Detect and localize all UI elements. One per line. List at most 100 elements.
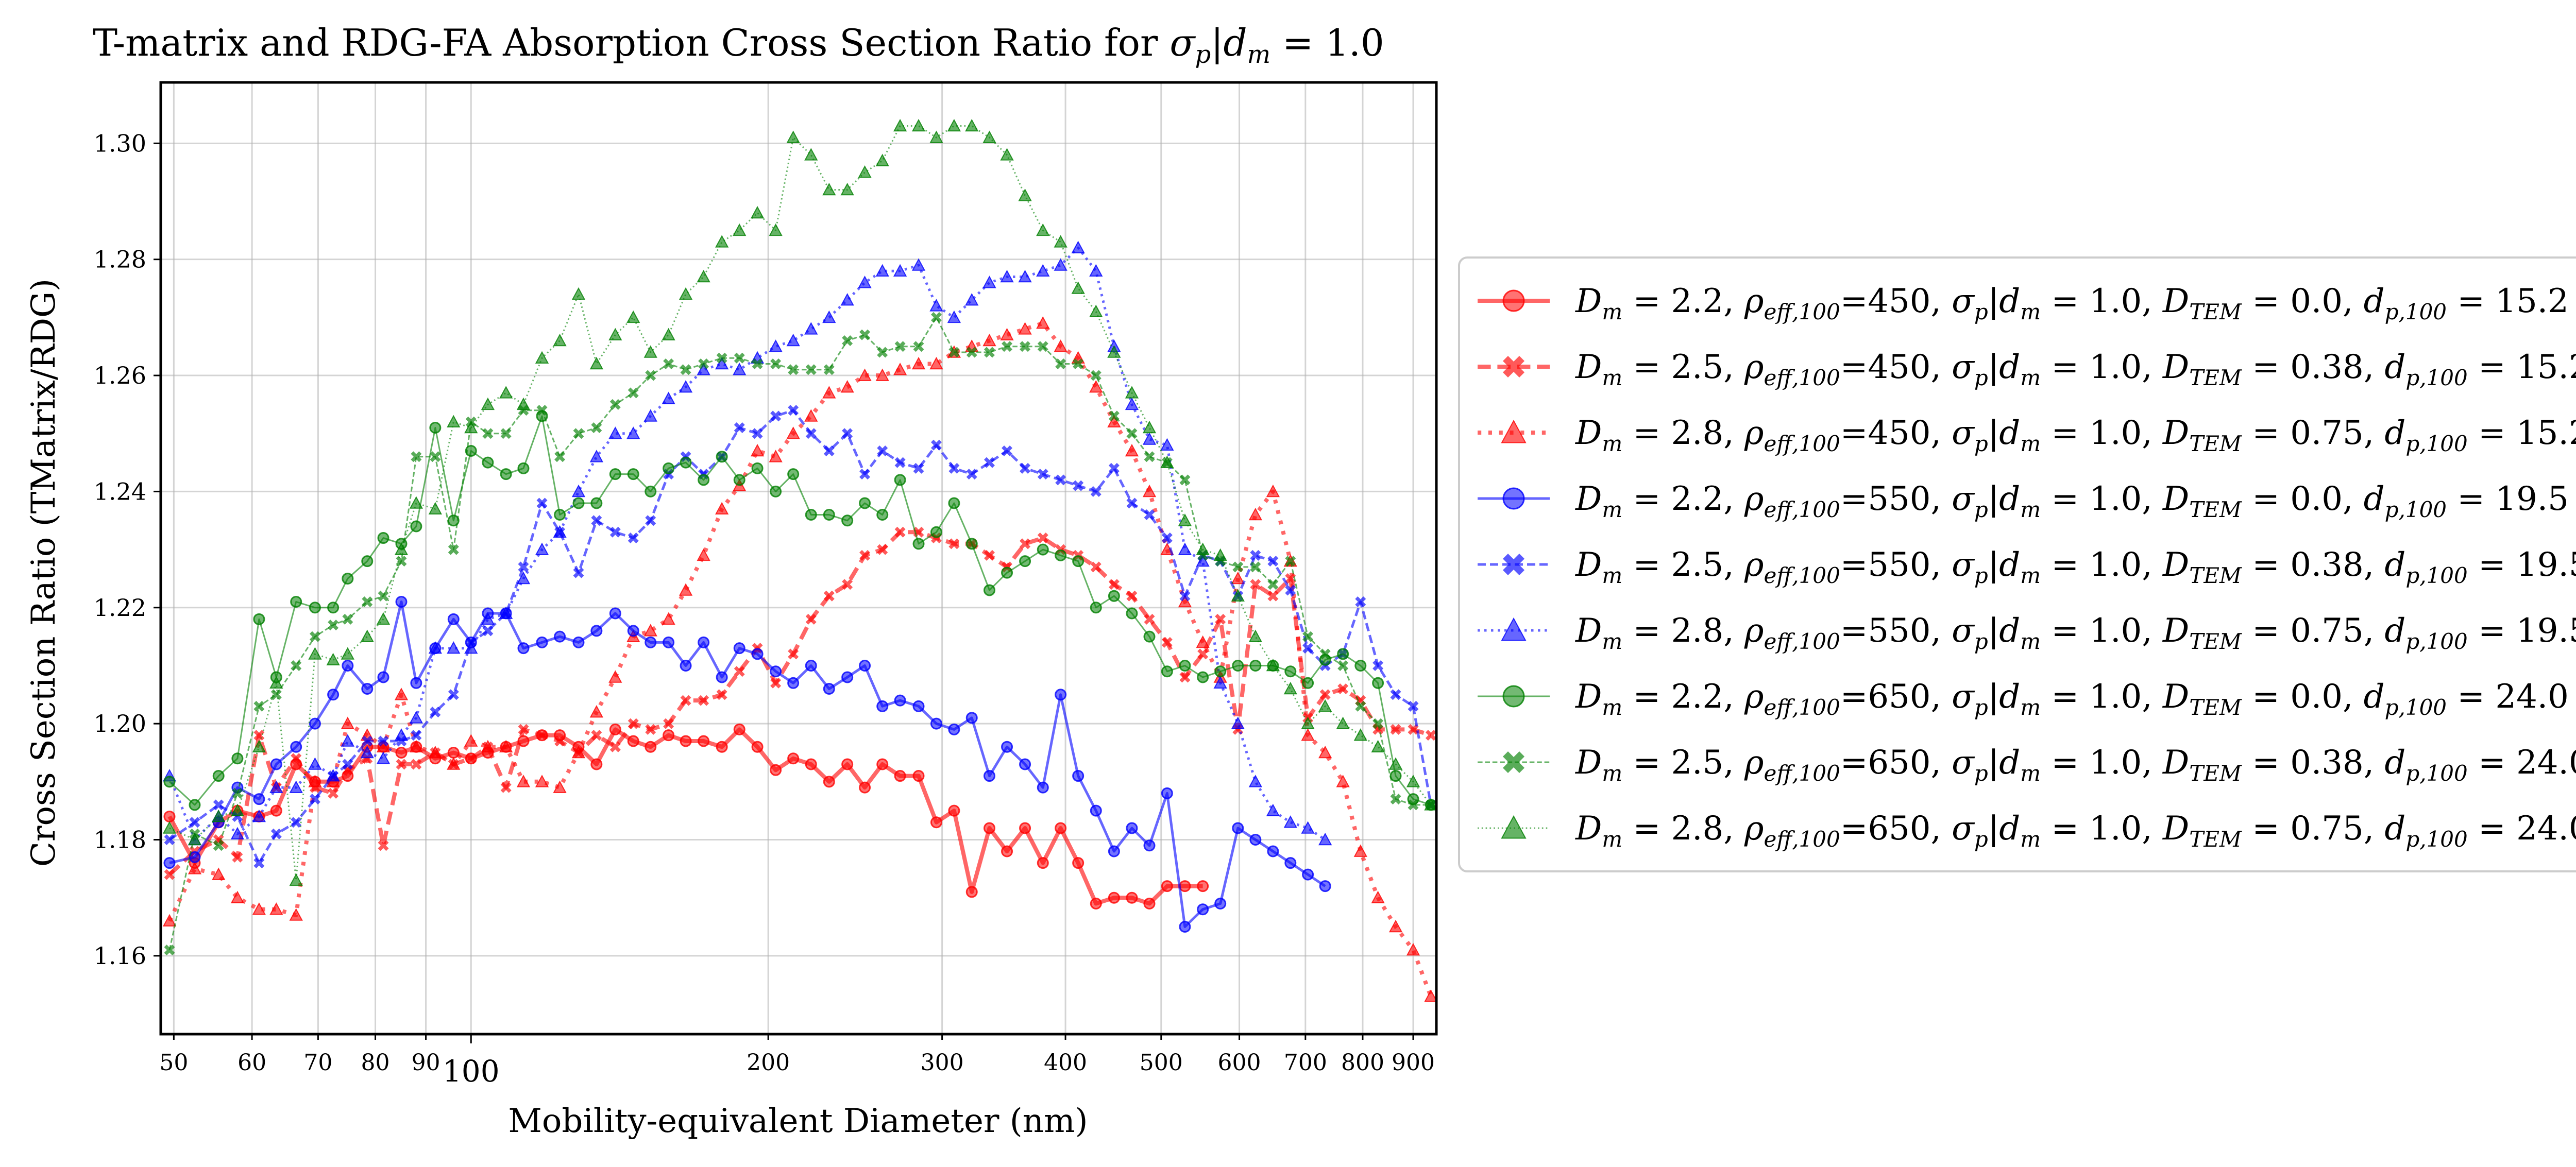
x-tick-label: 70	[303, 1050, 332, 1076]
data-point	[1002, 445, 1013, 457]
data-point	[573, 567, 584, 578]
data-point	[804, 322, 818, 335]
data-point	[1372, 677, 1384, 689]
legend-marker	[1503, 356, 1524, 377]
data-point	[1336, 775, 1350, 787]
data-point	[164, 834, 175, 846]
data-point	[769, 339, 783, 352]
data-point	[858, 276, 872, 288]
data-point	[1197, 880, 1209, 893]
data-point	[499, 386, 513, 399]
chart-title: T-matrix and RDG-FA Absorption Cross Sec…	[93, 21, 1384, 69]
series-line	[167, 727, 1203, 906]
data-point	[213, 799, 224, 811]
data-point	[516, 571, 531, 585]
data-point	[289, 908, 303, 921]
data-point	[1142, 432, 1157, 445]
data-point	[859, 329, 871, 340]
data-point	[1126, 590, 1138, 602]
data-point	[428, 641, 443, 654]
data-point	[1160, 455, 1174, 468]
data-point	[270, 804, 282, 817]
data-point	[1267, 590, 1279, 602]
legend-entry: Dm = 2.5, ρeff,100=450, σp|dm = 1.0, DTE…	[1478, 348, 2576, 390]
data-point	[770, 410, 782, 422]
data-point	[823, 776, 835, 788]
data-point	[327, 689, 340, 701]
data-point	[1020, 341, 1031, 352]
data-point	[804, 148, 818, 161]
data-point	[982, 130, 996, 143]
data-point	[1284, 857, 1297, 869]
data-point	[1371, 890, 1385, 903]
data-point	[1000, 148, 1014, 161]
data-point	[663, 462, 675, 474]
data-point	[1232, 822, 1244, 834]
data-point	[1108, 579, 1120, 590]
legend-entry: Dm = 2.8, ρeff,100=450, σp|dm = 1.0, DTE…	[1478, 414, 2576, 456]
data-point	[395, 596, 408, 608]
data-point	[875, 264, 889, 277]
data-point	[309, 602, 321, 614]
data-point	[554, 630, 566, 643]
data-point	[516, 397, 531, 410]
data-point	[1337, 660, 1349, 671]
data-point	[163, 810, 176, 822]
data-point	[1231, 716, 1245, 729]
data-point	[572, 636, 585, 648]
data-point	[162, 914, 177, 927]
data-point	[1089, 264, 1103, 277]
data-point	[213, 840, 224, 851]
data-point	[1125, 386, 1139, 399]
data-point	[554, 735, 566, 747]
data-point	[894, 694, 906, 707]
data-point	[361, 683, 374, 695]
y-tick-label: 1.16	[94, 942, 146, 970]
data-point	[609, 468, 621, 480]
data-point	[663, 636, 675, 648]
x-tick-label: 50	[159, 1050, 188, 1076]
data-point	[877, 347, 888, 358]
data-point	[912, 770, 925, 782]
x-tick-label: 80	[361, 1050, 390, 1076]
data-point	[430, 707, 441, 718]
data-point	[893, 363, 907, 375]
data-point	[1337, 683, 1349, 695]
data-point	[859, 659, 871, 672]
data-point	[231, 752, 244, 765]
data-point	[966, 469, 977, 480]
data-point	[1000, 269, 1014, 283]
data-point	[448, 544, 459, 555]
data-point	[627, 735, 639, 747]
data-point	[929, 130, 943, 143]
data-point	[590, 497, 603, 509]
data-point	[1408, 700, 1419, 712]
legend-entry: Dm = 2.8, ρeff,100=550, σp|dm = 1.0, DTE…	[1478, 612, 2576, 654]
y-tick-label: 1.20	[94, 710, 146, 737]
data-point	[786, 130, 800, 143]
x-tick-label: 900	[1392, 1050, 1435, 1076]
data-point	[983, 584, 995, 596]
data-point	[1143, 630, 1156, 643]
data-point	[361, 555, 374, 568]
data-point	[1250, 561, 1261, 573]
data-point	[877, 445, 888, 457]
data-point	[663, 358, 674, 370]
data-point	[643, 624, 657, 637]
data-point	[752, 428, 763, 439]
data-point	[1108, 462, 1120, 474]
series-4	[163, 596, 1331, 933]
y-tick-label: 1.26	[94, 362, 146, 389]
data-point	[788, 364, 799, 375]
data-point	[645, 370, 656, 381]
legend-marker	[1502, 289, 1525, 312]
data-point	[893, 264, 907, 277]
data-point	[679, 287, 693, 300]
data-point	[787, 677, 800, 689]
data-point	[1055, 358, 1066, 370]
data-point	[948, 462, 960, 474]
data-point	[822, 310, 836, 323]
data-point	[326, 768, 340, 782]
data-point	[164, 945, 175, 956]
data-point	[308, 647, 322, 660]
